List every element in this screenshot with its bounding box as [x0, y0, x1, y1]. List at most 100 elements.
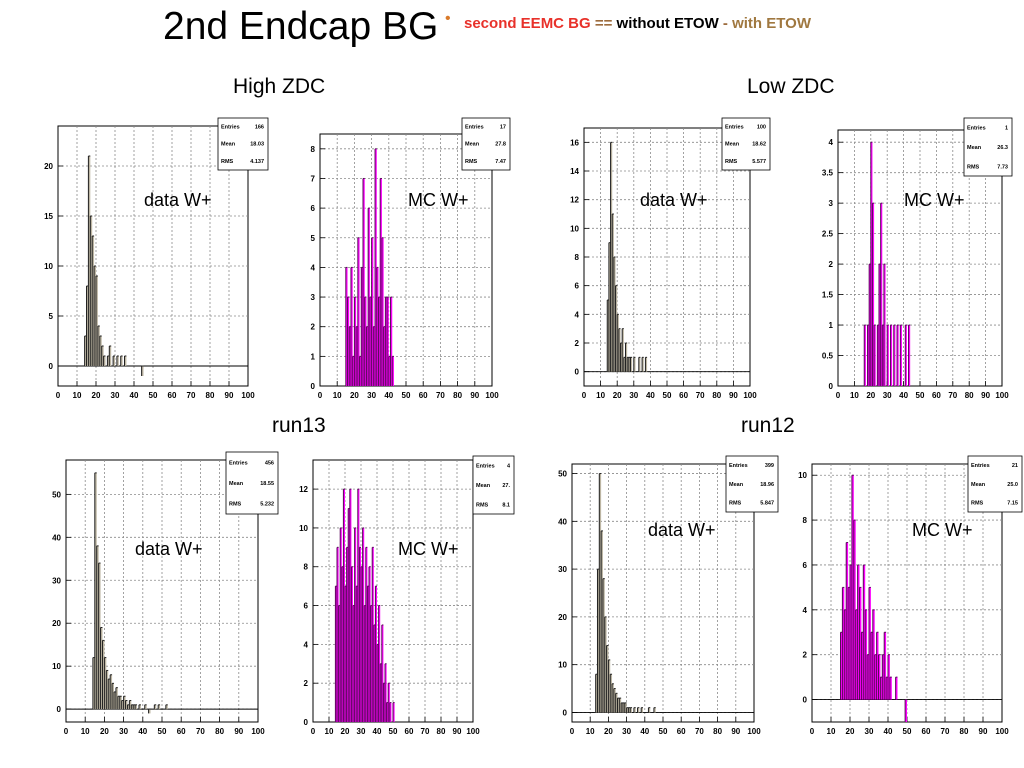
histogram-bar [369, 566, 371, 722]
histogram-bar [357, 489, 360, 722]
y-tick-label: 6 [311, 204, 316, 213]
histogram-panel-4: 0 10 20 30 40 50 60 70 80 90 100 0 0.5 1 1.5 2 2.5 3 3.5 4 E… [822, 117, 1013, 400]
histogram-bar [618, 328, 621, 372]
x-tick-label: 90 [979, 727, 988, 736]
histogram-bar [877, 325, 879, 386]
y-tick-label: 5 [311, 234, 316, 243]
histogram-bar [872, 609, 875, 700]
histogram-bar [94, 472, 97, 710]
y-tick-label: 50 [52, 490, 61, 499]
histogram-bar [345, 267, 348, 386]
histogram-bar [107, 356, 110, 366]
y-tick-label: 30 [558, 565, 567, 574]
histogram-bar [370, 605, 373, 722]
stats-box [472, 455, 515, 515]
histogram-bar [84, 336, 87, 366]
y-tick-label: 8 [803, 516, 808, 525]
y-tick-label: 40 [52, 533, 61, 542]
histogram-bar [621, 702, 623, 713]
x-tick-label: 60 [419, 391, 428, 400]
x-tick-label: 10 [850, 391, 859, 400]
panel-annotation: MC W+ [912, 520, 973, 540]
histogram-panel-8: 0 10 20 30 40 50 60 70 80 90 100 0 2 4 6 8 10 Entries 21 Me… [798, 455, 1023, 736]
stats-box [217, 117, 269, 171]
histogram-panel-6: 0 10 20 30 40 50 60 70 80 90 100 0 2 4 6 8 10 12 Entries 4 M… [299, 455, 515, 736]
histogram-bar [638, 357, 641, 372]
x-tick-label: 90 [981, 391, 990, 400]
x-tick-label: 10 [325, 727, 334, 736]
y-tick-label: 14 [570, 167, 579, 176]
stats-box [963, 117, 1013, 177]
histogram-bar [341, 566, 344, 722]
stats-rms-label: RMS [476, 502, 489, 508]
histogram-bar [338, 605, 341, 722]
y-tick-label: 10 [798, 471, 807, 480]
y-tick-label: 20 [558, 613, 567, 622]
panel-annotation: data W+ [144, 190, 212, 210]
histogram-bar [610, 142, 613, 372]
y-tick-label: 1.5 [822, 291, 834, 300]
y-tick-label: 15 [44, 212, 53, 221]
y-tick-label: 2 [304, 679, 309, 688]
histogram-bar [375, 586, 377, 722]
histogram-bar [369, 297, 372, 386]
x-tick-label: 10 [73, 391, 82, 400]
histogram-bar [96, 545, 99, 710]
x-tick-label: 0 [56, 391, 61, 400]
histogram-bar [870, 142, 873, 386]
x-tick-label: 20 [613, 391, 622, 400]
histogram-bar [104, 657, 107, 710]
histogram-bar [119, 696, 122, 710]
histogram-bar [106, 670, 109, 710]
slide-title: 2nd Endcap BG [163, 5, 439, 48]
histogram-bar [376, 267, 379, 386]
histogram-bar [347, 297, 350, 386]
x-tick-label: 90 [729, 391, 738, 400]
stats-mean-label: Mean [476, 483, 491, 489]
y-tick-label: 0 [304, 718, 309, 727]
x-tick-label: 40 [130, 391, 139, 400]
x-tick-label: 0 [311, 727, 316, 736]
histogram-bar [905, 699, 907, 722]
stats-rms-label: RMS [971, 501, 984, 507]
y-tick-label: 6 [575, 282, 580, 291]
x-tick-label: 20 [341, 727, 350, 736]
y-tick-label: 2 [803, 651, 808, 660]
histogram-bar [115, 687, 118, 710]
histogram-bar [612, 683, 614, 713]
x-tick-label: 50 [903, 727, 912, 736]
histogram-bar [628, 707, 631, 713]
stats-mean-label: Mean [221, 142, 236, 148]
x-tick-label: 100 [743, 391, 757, 400]
x-tick-label: 30 [865, 727, 874, 736]
x-tick-label: 40 [899, 391, 908, 400]
x-tick-label: 90 [470, 391, 479, 400]
histogram-bar [855, 609, 858, 700]
x-tick-label: 90 [731, 727, 740, 736]
subtitle-separator-dash: - [718, 15, 733, 32]
histogram-panel-2: 0 10 20 30 40 50 60 70 80 90 100 0 1 2 3 4 5 6 7 8 Entries 17… [311, 117, 511, 400]
x-tick-label: 0 [64, 727, 69, 736]
histogram-bar [361, 267, 363, 386]
x-tick-label: 70 [696, 391, 705, 400]
histogram-bar [371, 237, 374, 386]
y-tick-label: 12 [570, 196, 579, 205]
x-tick-label: 30 [119, 727, 128, 736]
x-tick-label: 60 [177, 727, 186, 736]
histogram-bar [630, 707, 633, 713]
panel-annotation: MC W+ [408, 190, 469, 210]
x-tick-label: 10 [333, 391, 342, 400]
histogram-bar [388, 683, 390, 722]
stats-entries-label: Entries [221, 124, 240, 130]
histogram-bar [622, 702, 625, 713]
y-tick-label: 6 [304, 602, 309, 611]
histogram-bar [381, 624, 384, 722]
stats-entries-value: 100 [757, 124, 766, 130]
stats-mean-value: 26.3 [997, 145, 1008, 151]
x-tick-label: 50 [916, 391, 925, 400]
histogram-bar [608, 659, 611, 713]
y-tick-label: 8 [575, 253, 580, 262]
histogram-bar [354, 527, 357, 722]
x-tick-label: 100 [485, 391, 499, 400]
